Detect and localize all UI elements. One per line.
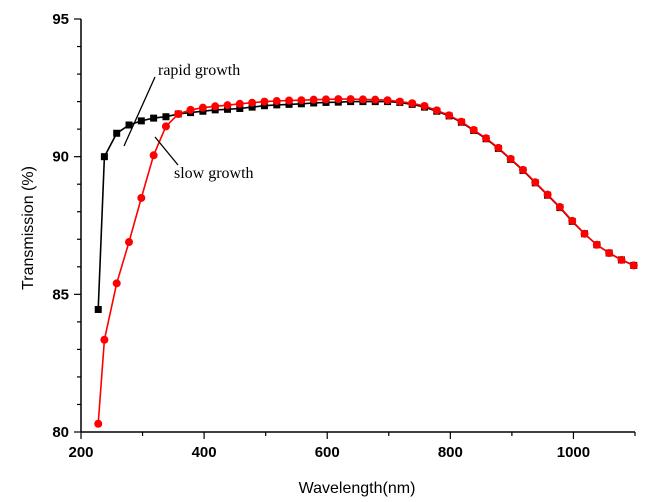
data-point bbox=[285, 96, 294, 105]
data-point bbox=[432, 106, 441, 115]
data-point bbox=[149, 151, 158, 160]
axes: 200 400 600 800 1000 80 85 90 95 bbox=[52, 11, 636, 461]
annotation-pointer bbox=[154, 136, 179, 166]
data-point bbox=[112, 279, 121, 288]
data-point bbox=[420, 102, 429, 111]
y-tick-label: 80 bbox=[52, 424, 69, 441]
series-rapid-growth bbox=[94, 98, 638, 313]
data-point bbox=[334, 95, 343, 104]
data-point bbox=[408, 99, 417, 108]
data-point bbox=[260, 97, 269, 106]
annotation-pointer bbox=[123, 76, 156, 147]
data-point bbox=[531, 178, 540, 187]
data-point bbox=[605, 249, 614, 258]
data-point bbox=[383, 96, 392, 105]
data-point bbox=[457, 117, 466, 126]
data-point bbox=[100, 153, 108, 161]
y-axis-title: Transmission (%) bbox=[20, 166, 37, 290]
data-point bbox=[518, 165, 527, 174]
data-point bbox=[309, 95, 318, 104]
data-point bbox=[371, 95, 380, 104]
data-point bbox=[543, 190, 552, 199]
y-tick-label: 90 bbox=[52, 149, 69, 166]
data-point bbox=[137, 117, 145, 125]
data-point bbox=[198, 103, 207, 112]
data-point bbox=[346, 95, 355, 104]
data-point bbox=[94, 305, 102, 313]
data-point bbox=[358, 95, 367, 104]
series-slow-growth bbox=[94, 95, 638, 428]
series-line bbox=[97, 100, 635, 310]
data-point bbox=[186, 105, 195, 114]
data-point bbox=[629, 261, 638, 270]
series-layer bbox=[94, 95, 638, 428]
data-point bbox=[506, 154, 515, 163]
data-point bbox=[395, 97, 404, 106]
data-point bbox=[248, 103, 256, 111]
data-point bbox=[272, 97, 281, 106]
data-point bbox=[248, 98, 257, 107]
x-axis-title: Wavelength(nm) bbox=[299, 480, 416, 497]
x-tick-label: 400 bbox=[192, 444, 217, 461]
annotation-rapid-growth: rapid growth bbox=[158, 62, 240, 79]
data-point bbox=[137, 193, 146, 202]
data-point bbox=[113, 129, 121, 137]
data-point bbox=[592, 240, 601, 249]
data-point bbox=[568, 216, 577, 225]
annotation-slow-growth: slow growth bbox=[174, 165, 254, 182]
data-point bbox=[617, 255, 626, 264]
data-point bbox=[174, 109, 183, 118]
data-point bbox=[94, 419, 103, 428]
x-tick-label: 1000 bbox=[557, 444, 590, 461]
data-point bbox=[125, 121, 133, 129]
data-point bbox=[236, 104, 244, 112]
data-point bbox=[297, 96, 306, 105]
data-point bbox=[162, 113, 170, 121]
x-tick-label: 200 bbox=[68, 444, 93, 461]
data-point bbox=[211, 102, 220, 111]
data-point bbox=[580, 229, 589, 238]
data-point bbox=[235, 99, 244, 108]
data-point bbox=[125, 238, 134, 247]
data-point bbox=[469, 125, 478, 134]
data-point bbox=[321, 95, 330, 104]
series-line bbox=[97, 98, 635, 424]
data-point bbox=[150, 114, 158, 122]
data-point bbox=[482, 134, 491, 143]
annotations: rapid growth slow growth bbox=[123, 62, 254, 182]
data-point bbox=[223, 101, 232, 110]
x-tick-label: 800 bbox=[438, 444, 463, 461]
data-point bbox=[100, 335, 109, 344]
data-point bbox=[445, 111, 454, 120]
data-point bbox=[224, 105, 232, 113]
data-point bbox=[494, 143, 503, 152]
data-point bbox=[260, 102, 268, 110]
y-tick-label: 85 bbox=[52, 286, 69, 303]
data-point bbox=[555, 203, 564, 212]
y-tick-label: 95 bbox=[52, 11, 69, 28]
data-point bbox=[161, 122, 170, 131]
x-tick-label: 600 bbox=[315, 444, 340, 461]
